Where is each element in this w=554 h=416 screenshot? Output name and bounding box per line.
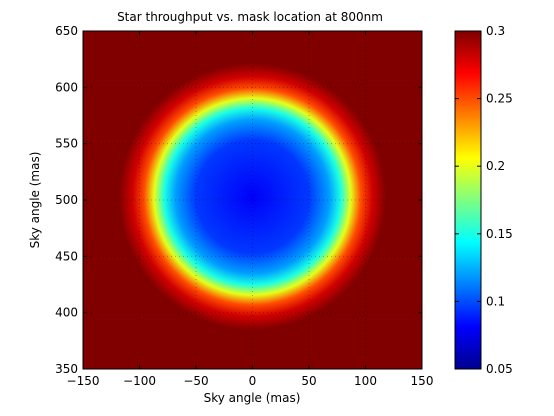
y-tick-label: 450 — [55, 249, 78, 263]
y-tick-label: 550 — [55, 137, 78, 151]
x-axis-label: Sky angle (mas) — [204, 391, 301, 405]
colorbar-frame — [454, 30, 482, 370]
x-tick-label: 150 — [411, 374, 434, 388]
colorbar-tick-label: 0.15 — [486, 227, 513, 241]
colorbar-tick-label: 0.05 — [486, 362, 513, 376]
x-tick-label: 0 — [249, 374, 257, 388]
plot-area — [83, 31, 422, 369]
colorbar-tick-label: 0.25 — [486, 92, 513, 106]
y-tick-label: 350 — [55, 362, 78, 376]
x-tick-label: 100 — [354, 374, 377, 388]
x-tick-label: 50 — [301, 374, 316, 388]
y-axis-label: Sky angle (mas) — [28, 152, 42, 249]
x-tick-label: −50 — [183, 374, 208, 388]
x-axis: −150 −100 −50 0 50 100 150 — [67, 31, 434, 388]
grid-lines — [83, 31, 422, 369]
colorbar-ticks: 0.05 0.1 0.15 0.2 0.25 0.3 — [455, 24, 513, 376]
x-tick-label: −150 — [67, 374, 100, 388]
colorbar-tick-label: 0.3 — [486, 24, 505, 38]
y-tick-label: 400 — [55, 306, 78, 320]
y-tick-label: 650 — [55, 24, 78, 38]
colorbar-tick-label: 0.2 — [486, 159, 505, 173]
chart-title: Star throughput vs. mask location at 800… — [117, 10, 383, 24]
y-tick-label: 500 — [55, 193, 78, 207]
y-tick-label: 600 — [55, 80, 78, 94]
colorbar-tick-label: 0.1 — [486, 294, 505, 308]
colorbar-gradient — [455, 31, 481, 369]
y-axis: 350 400 450 500 550 600 650 — [55, 24, 422, 376]
heatmap-field — [83, 31, 422, 369]
colorbar: 0.05 0.1 0.15 0.2 0.25 0.3 — [454, 24, 513, 376]
x-tick-label: −100 — [123, 374, 156, 388]
